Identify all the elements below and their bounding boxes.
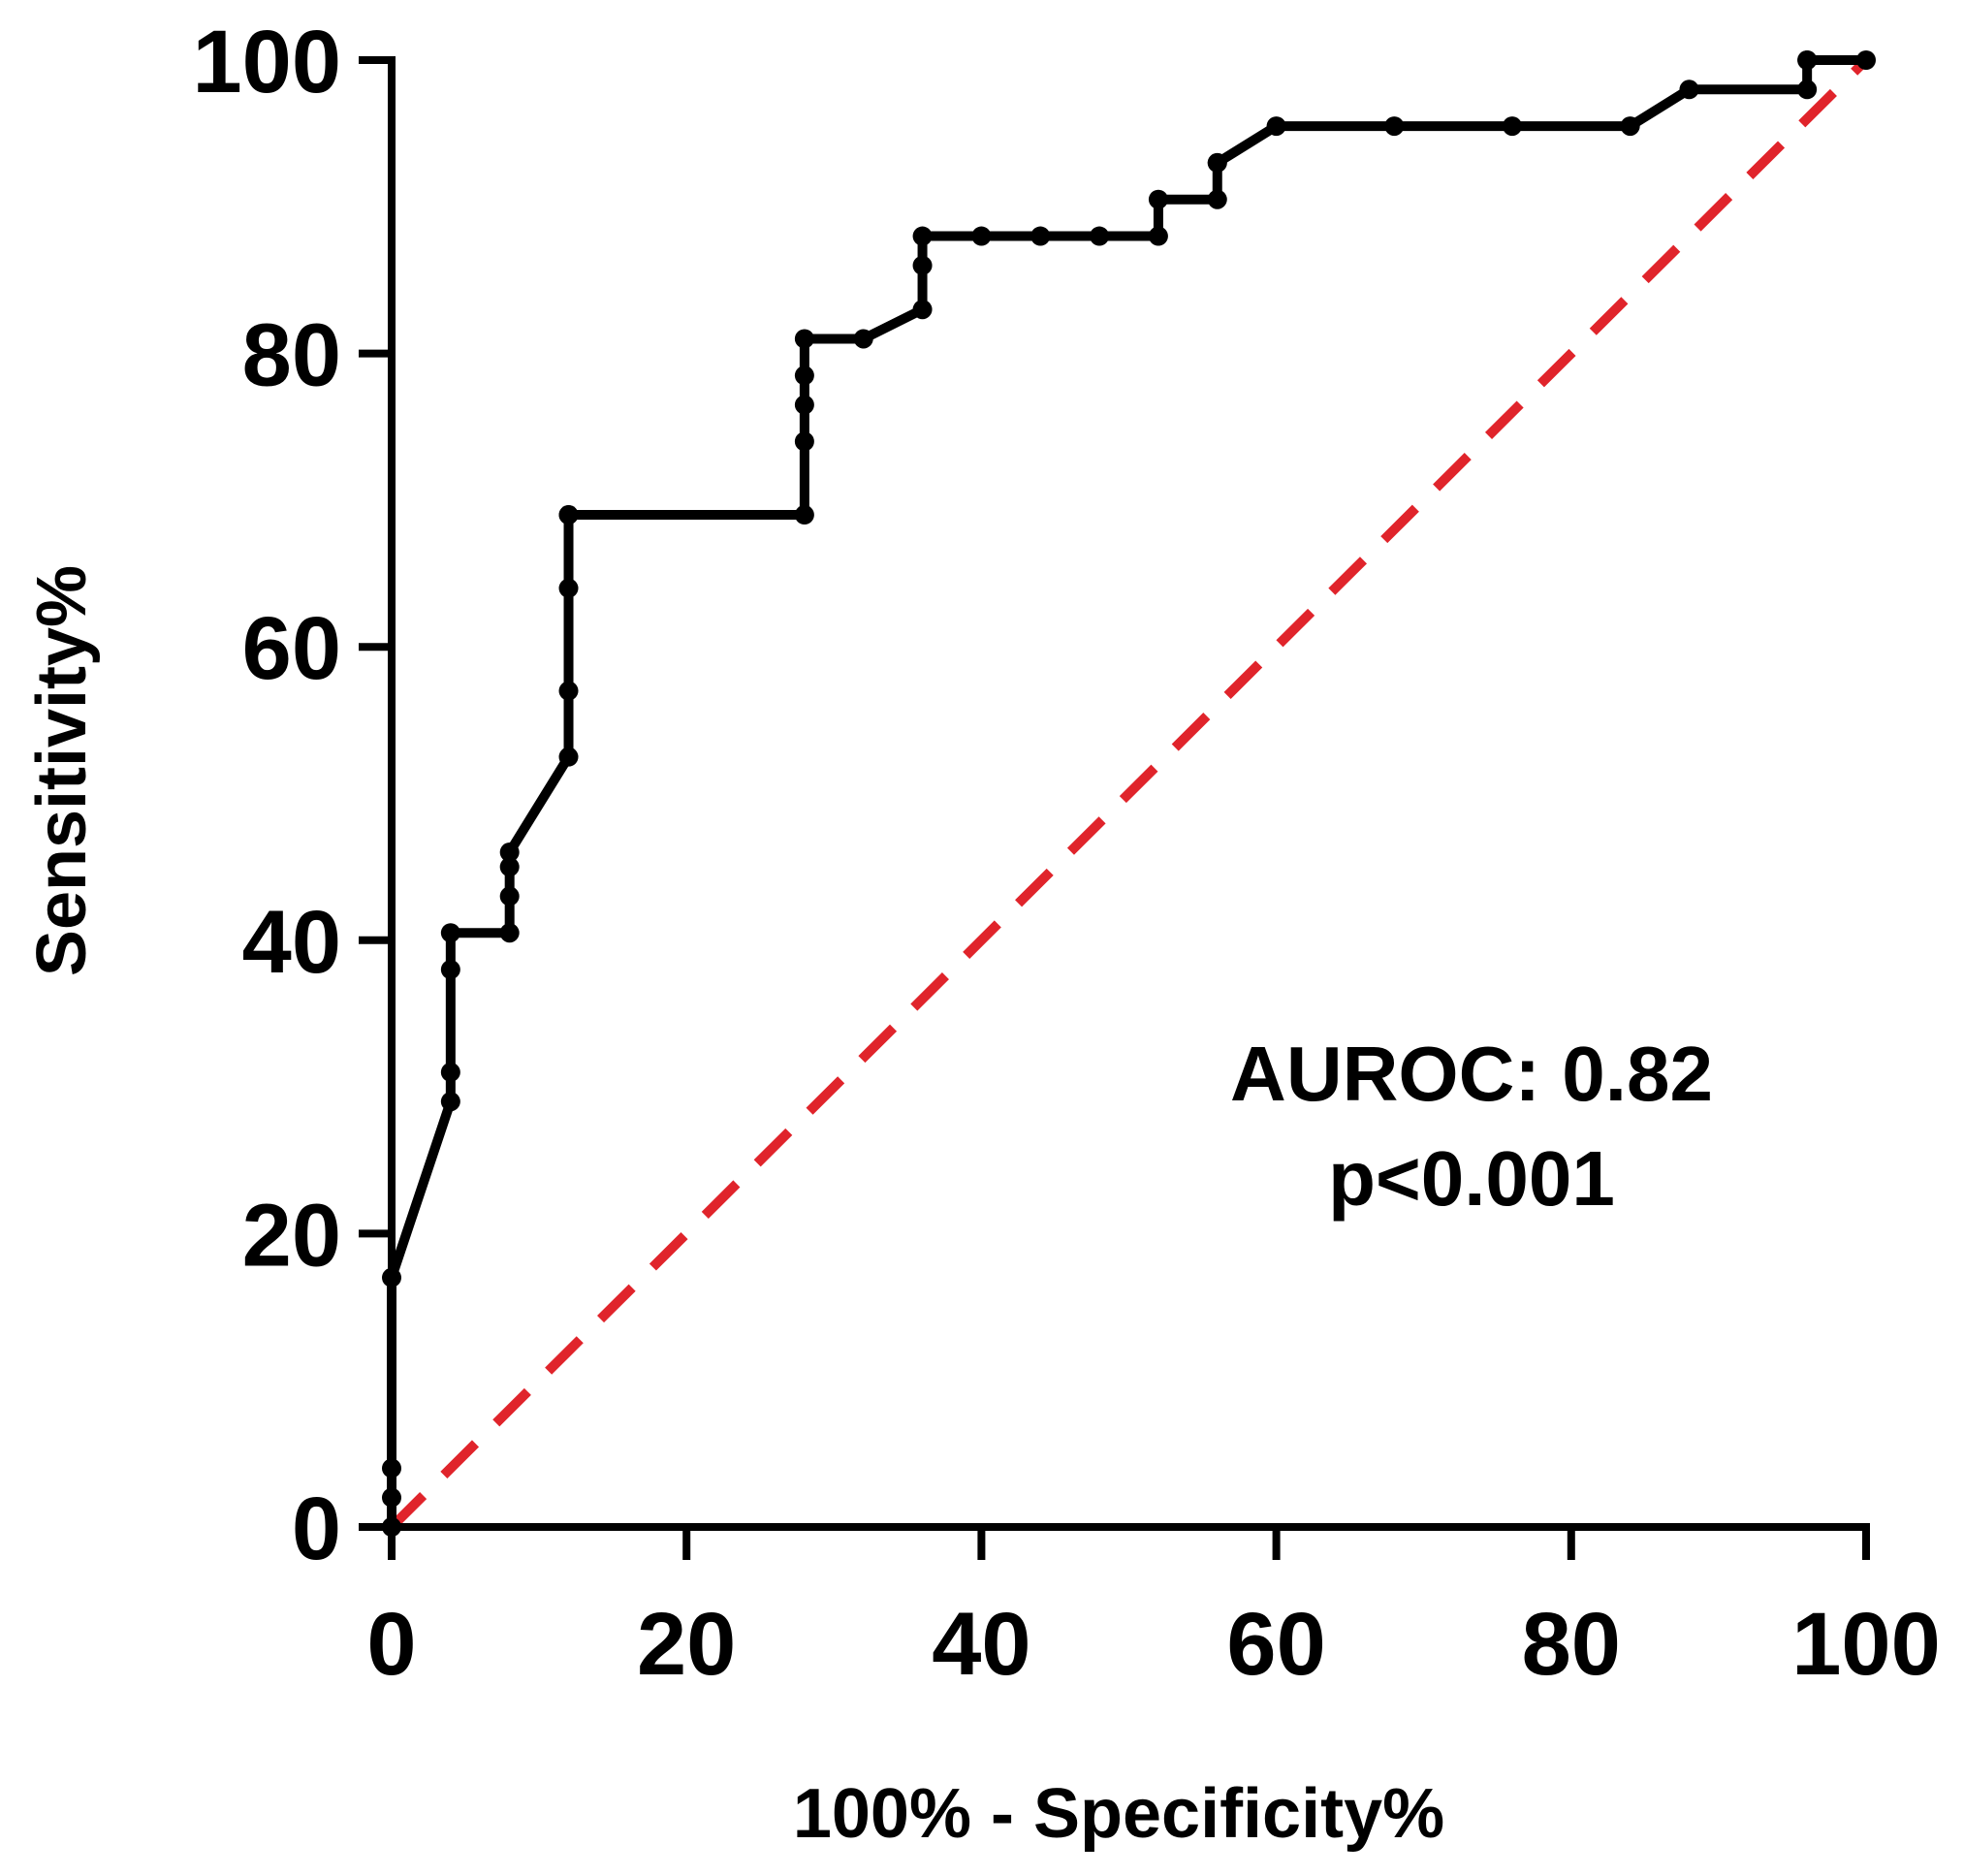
roc-point (912, 226, 933, 246)
roc-curve-line (387, 55, 1871, 1532)
roc-point (440, 1062, 460, 1082)
roc-point (971, 226, 992, 246)
roc-point (499, 886, 520, 906)
roc-point (499, 843, 520, 863)
roc-point (794, 366, 814, 386)
roc-point (1797, 50, 1818, 70)
auroc-annotation: AUROC: 0.82 (1230, 1031, 1713, 1117)
y-tick-label: 40 (242, 893, 341, 992)
roc-point (794, 505, 814, 525)
roc-point (794, 329, 814, 349)
roc-point (558, 681, 579, 701)
x-tick-label: 20 (637, 1595, 736, 1694)
roc-point (1384, 116, 1405, 137)
y-axis-title: Sensitivity% (23, 565, 101, 976)
roc-point (1090, 226, 1110, 246)
roc-point (794, 431, 814, 452)
roc-point (1679, 79, 1699, 100)
x-axis-ticks: 0 20 40 60 80 100 (366, 1527, 1941, 1694)
roc-point (1030, 226, 1051, 246)
y-tick-label: 0 (292, 1479, 341, 1578)
x-tick-label: 100 (1791, 1595, 1941, 1694)
x-axis-title: 100% - Specificity% (793, 1775, 1444, 1853)
p-value-annotation: p<0.001 (1328, 1135, 1615, 1222)
roc-point (499, 923, 520, 943)
roc-point (440, 1092, 460, 1112)
roc-point (558, 578, 579, 598)
y-tick-label: 20 (242, 1186, 341, 1285)
roc-point (558, 505, 579, 525)
roc-point (558, 747, 579, 767)
roc-point (1266, 116, 1286, 137)
y-tick-label: 60 (242, 599, 341, 698)
roc-point (1148, 226, 1168, 246)
roc-point (1148, 189, 1168, 209)
x-tick-label: 80 (1522, 1595, 1621, 1694)
roc-point (440, 923, 460, 943)
roc-point (912, 300, 933, 320)
roc-point (1207, 152, 1227, 173)
roc-point (794, 395, 814, 415)
plot-series (382, 50, 1876, 1537)
x-tick-label: 60 (1226, 1595, 1325, 1694)
x-tick-label: 40 (932, 1595, 1030, 1694)
roc-point (1502, 116, 1522, 137)
reference-diagonal-line (388, 56, 1870, 1531)
roc-point (853, 329, 873, 349)
roc-point (440, 960, 460, 980)
x-tick-label: 0 (366, 1595, 416, 1694)
roc-point (1620, 116, 1640, 137)
roc-point (912, 255, 933, 275)
roc-point (1207, 189, 1227, 209)
y-axis-ticks: 0 20 40 60 80 100 (193, 13, 392, 1578)
roc-point (499, 857, 520, 877)
y-tick-label: 80 (242, 306, 341, 405)
y-tick-label: 100 (193, 13, 342, 111)
roc-point (1856, 50, 1876, 70)
roc-point (1797, 79, 1818, 100)
